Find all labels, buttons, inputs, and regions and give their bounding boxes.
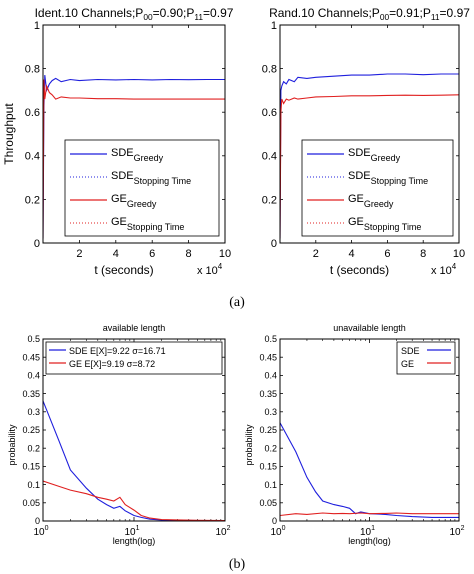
y-tick-label: 0.6 (262, 107, 277, 119)
plot-frame (42, 24, 226, 244)
x-tick-label: 2 (76, 248, 82, 260)
plot-frame (279, 338, 460, 522)
y-tick-label: 0.1 (264, 480, 277, 490)
y-tick-label: 0.2 (27, 443, 40, 453)
x-axis-label: length(log) (113, 536, 156, 546)
y-tick-label: 0.35 (22, 389, 40, 399)
chart-top-right: Rand.10 Channels;P00=0.91;P11=0.97 0 0.2 0.… (262, 6, 471, 277)
y-tick-label: 0.4 (25, 151, 40, 163)
legend-label: GEGreedy (348, 193, 394, 209)
legend-label: SDEGreedy (348, 147, 401, 163)
x-tick-label: 101 (124, 525, 139, 538)
series-line-ge (43, 480, 225, 521)
chart-title: available length (103, 323, 166, 333)
chart-title: Ident.10 Channels;P00=0.90;P11=0.97 (35, 6, 234, 22)
series-line-ge (280, 94, 459, 239)
chart-title: Rand.10 Channels;P00=0.91;P11=0.97 (269, 6, 470, 22)
x-tick-label: 10 (453, 248, 465, 260)
legend-box (396, 341, 456, 375)
y-tick-label: 1 (34, 20, 40, 32)
y-tick-label: 0.4 (262, 151, 277, 163)
legend-label: SDEStopping Time (348, 170, 428, 186)
plot-frame (42, 338, 226, 522)
y-tick-label: 0 (35, 516, 40, 526)
legend-box (64, 139, 220, 237)
y-tick-label: 0.6 (25, 107, 40, 119)
y-axis-label: Throughput (2, 103, 16, 165)
x-tick-label: 100 (270, 525, 285, 538)
y-axis-label: probability (244, 424, 254, 466)
legend-label: SDE (401, 346, 420, 356)
caption-b: (b) (229, 557, 246, 572)
y-tick-label: 0.2 (264, 443, 277, 453)
series-line-sde (43, 400, 225, 521)
chart-top-left: Ident.10 Channels;P00=0.90;P11=0.97 0 0.2 0… (2, 6, 234, 277)
x-tick-label: 10 (219, 248, 231, 260)
legend-label: SDE E[X]=9.22 σ=16.71 (69, 346, 166, 356)
caption-a: (a) (229, 295, 245, 310)
legend-label: SDEGreedy (111, 147, 164, 163)
y-tick-label: 0.5 (264, 334, 277, 344)
x-tick-label: 2 (313, 248, 319, 260)
y-tick-label: 0.25 (22, 425, 40, 435)
y-tick-label: 0.8 (25, 63, 40, 75)
x-axis-label: t (seconds) (94, 263, 153, 277)
y-tick-label: 0 (34, 238, 40, 250)
y-tick-label: 0.35 (259, 389, 277, 399)
legend-box (45, 341, 223, 375)
y-tick-label: 1 (271, 20, 277, 32)
series-line-sde (280, 73, 459, 239)
x-tick-label: 4 (113, 248, 119, 260)
x-multiplier: x 104 (197, 262, 223, 277)
legend-label: GEGreedy (111, 193, 157, 209)
y-tick-label: 0.3 (27, 407, 40, 417)
series-line-sde (280, 422, 459, 518)
x-tick-label: 102 (215, 525, 230, 538)
chart-bottom-right: unavailable length 0 0.05 0.1 0.15 0.2 0.25 0.3… (244, 323, 465, 546)
y-tick-label: 0.2 (25, 194, 40, 206)
x-tick-label: 8 (186, 248, 192, 260)
x-tick-label: 102 (449, 525, 464, 538)
legend-label: GEStopping Time (111, 216, 184, 232)
y-tick-label: 0.45 (22, 352, 40, 362)
y-tick-label: 0.4 (264, 371, 277, 381)
y-tick-label: 0.3 (264, 407, 277, 417)
y-tick-label: 0.4 (27, 371, 40, 381)
y-tick-label: 0 (271, 238, 277, 250)
plot-frame (279, 24, 460, 244)
y-tick-label: 0.8 (262, 63, 277, 75)
chart-bottom-left: available length 0 0.05 0.1 0.15 0.2 0.25 0.3 0.… (7, 323, 231, 546)
x-tick-label: 6 (149, 248, 155, 260)
legend-label: GE (401, 359, 414, 369)
series-line-ge (280, 512, 459, 517)
x-tick-label: 101 (360, 525, 375, 538)
y-tick-label: 0.25 (259, 425, 277, 435)
x-tick-label: 4 (349, 248, 355, 260)
legend-box (301, 139, 454, 237)
y-tick-label: 0 (272, 516, 277, 526)
legend-label: GE E[X]=9.19 σ=8.72 (69, 359, 155, 369)
y-tick-label: 0.05 (22, 498, 40, 508)
x-axis-label: length(log) (348, 536, 391, 546)
legend-label: SDEStopping Time (111, 170, 191, 186)
x-tick-label: 6 (384, 248, 390, 260)
y-tick-label: 0.05 (259, 498, 277, 508)
x-multiplier: x 104 (431, 262, 457, 277)
x-axis-label: t (seconds) (330, 263, 389, 277)
y-tick-label: 0.1 (27, 480, 40, 490)
y-tick-label: 0.2 (262, 194, 277, 206)
chart-title: unavailable length (333, 323, 406, 333)
y-tick-label: 0.5 (27, 334, 40, 344)
legend-label: GEStopping Time (348, 216, 421, 232)
series-line-ge (43, 79, 225, 239)
y-tick-label: 0.15 (22, 462, 40, 472)
y-tick-label: 0.15 (259, 462, 277, 472)
x-tick-label: 100 (33, 525, 48, 538)
y-tick-label: 0.45 (259, 352, 277, 362)
y-axis-label: probability (7, 424, 17, 466)
x-tick-label: 8 (420, 248, 426, 260)
